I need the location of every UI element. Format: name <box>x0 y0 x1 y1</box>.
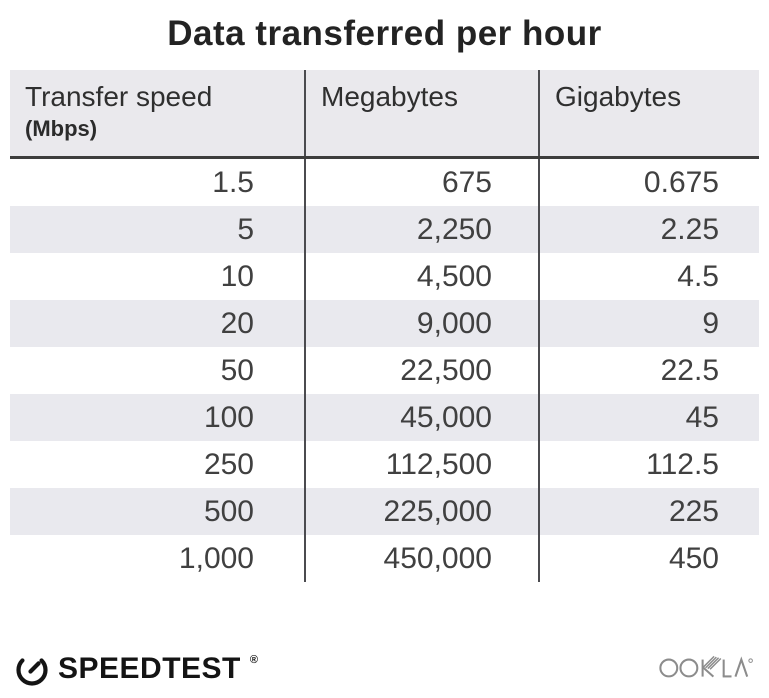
cell-gigabytes: 0.675 <box>538 159 759 206</box>
page-title: Data transferred per hour <box>167 14 602 53</box>
table-header-row: Transfer speed (Mbps) Megabytes Gigabyte… <box>10 70 759 159</box>
table-row: 10 4,500 4.5 <box>10 253 759 300</box>
cell-speed: 250 <box>203 448 254 481</box>
header-transfer-speed: Transfer speed (Mbps) <box>10 70 304 156</box>
registered-trademark-symbol: ® <box>249 654 258 666</box>
cell-gigabytes: 450 <box>538 535 759 582</box>
cell-speed: 1.5 <box>212 166 254 199</box>
footer: SPEEDTEST ® OOKLA <box>0 648 769 690</box>
table-row: 250 112,500 112.5 <box>10 441 759 488</box>
table-row: 500 225,000 225 <box>10 488 759 535</box>
cell-megabytes: 112,500 <box>304 441 538 488</box>
cell-speed: 20 <box>220 307 254 340</box>
table-row: 20 9,000 9 <box>10 300 759 347</box>
cell-gigabytes: 9 <box>538 300 759 347</box>
speedtest-wordmark: SPEEDTEST <box>58 652 241 685</box>
cell-megabytes: 4,500 <box>304 253 538 300</box>
table-row: 5 2,250 2.25 <box>10 206 759 253</box>
cell-gigabytes: 4.5 <box>538 253 759 300</box>
cell-speed: 500 <box>203 495 254 528</box>
cell-gigabytes: 225 <box>538 488 759 535</box>
cell-megabytes: 2,250 <box>304 206 538 253</box>
table-row: 1,000 450,000 450 <box>10 535 759 582</box>
speedometer-gauge-icon <box>16 658 48 686</box>
cell-megabytes: 225,000 <box>304 488 538 535</box>
table-row: 1.5 675 0.675 <box>10 159 759 206</box>
cell-megabytes: 22,500 <box>304 347 538 394</box>
header-transfer-speed-label: Transfer speed <box>25 81 213 112</box>
cell-gigabytes: 45 <box>538 394 759 441</box>
cell-megabytes: 45,000 <box>304 394 538 441</box>
cell-gigabytes: 22.5 <box>538 347 759 394</box>
cell-speed: 5 <box>237 213 254 246</box>
speedtest-logo: SPEEDTEST ® <box>14 651 258 687</box>
cell-speed: 1,000 <box>178 542 254 575</box>
data-table: Transfer speed (Mbps) Megabytes Gigabyte… <box>10 70 759 582</box>
cell-gigabytes: 112.5 <box>538 441 759 488</box>
header-gigabytes: Gigabytes <box>538 70 759 156</box>
table-row: 100 45,000 45 <box>10 394 759 441</box>
header-transfer-speed-unit: (Mbps) <box>25 116 98 141</box>
cell-megabytes: 450,000 <box>304 535 538 582</box>
ookla-logo: OOKLA <box>659 650 757 689</box>
cell-speed: 50 <box>220 354 254 387</box>
table-row: 50 22,500 22.5 <box>10 347 759 394</box>
ookla-wordmark <box>659 655 753 677</box>
cell-gigabytes: 2.25 <box>538 206 759 253</box>
cell-megabytes: 9,000 <box>304 300 538 347</box>
cell-speed: 100 <box>203 401 254 434</box>
cell-megabytes: 675 <box>304 159 538 206</box>
cell-speed: 10 <box>220 260 254 293</box>
header-megabytes: Megabytes <box>304 70 538 156</box>
